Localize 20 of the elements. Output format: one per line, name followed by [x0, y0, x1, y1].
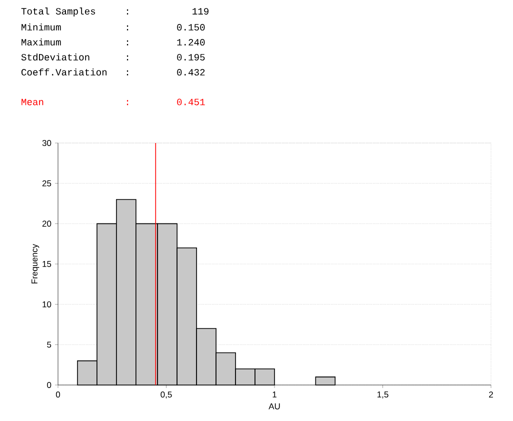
y-tick-label: 30 [42, 140, 52, 146]
x-tick-label: 2 [489, 392, 493, 398]
y-tick-label: 10 [42, 301, 52, 308]
text: Coeff.Variation : 0.432 [21, 68, 205, 76]
x-axis-title: AU [268, 403, 280, 410]
x-tick-label: 1 [272, 392, 276, 398]
y-tick-label: 15 [42, 261, 52, 267]
text: Mean : 0.451 [22, 98, 205, 106]
y-axis-title: Frequency [32, 244, 40, 284]
x-tick-label: 0 [56, 392, 60, 398]
y-tick-label: 25 [42, 180, 52, 186]
x-tick-label: 1,5 [377, 392, 388, 398]
y-tick-label: 0 [47, 382, 52, 388]
x-tick-label: 0,5 [160, 392, 172, 399]
text: StdDeviation : 0.195 [21, 53, 205, 61]
y-tick-label: 5 [47, 342, 52, 348]
text: Maximum : 1.240 [22, 38, 205, 46]
text: Total Samples : 119 [21, 8, 208, 16]
text: Minimum : 0.150 [22, 23, 205, 31]
y-tick-label: 20 [42, 220, 52, 227]
